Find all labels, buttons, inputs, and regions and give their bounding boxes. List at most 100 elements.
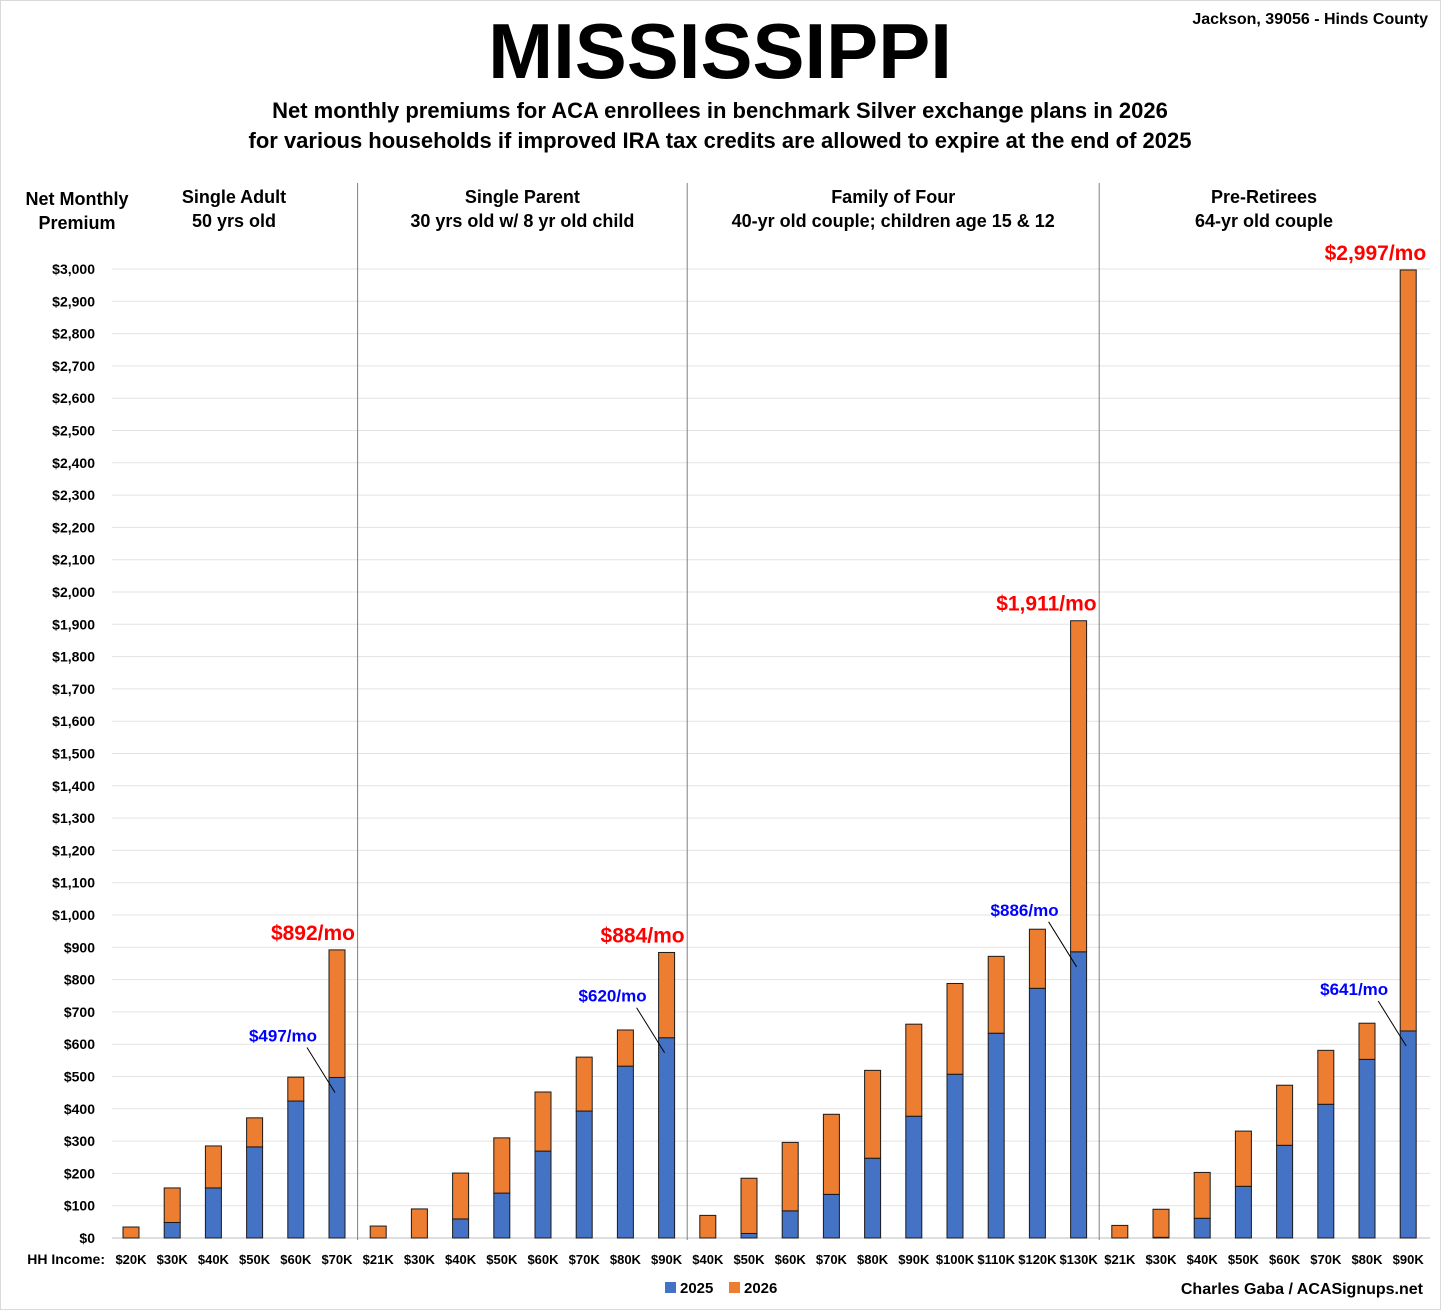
legend-label-2026: 2026 xyxy=(744,1280,777,1297)
legend-label-2025: 2025 xyxy=(680,1280,713,1297)
bar-2026 xyxy=(204,1145,222,1189)
legend: 2025 2026 xyxy=(665,1280,777,1297)
y-tick-label: $300 xyxy=(64,1133,95,1149)
y-tick-label: $1,100 xyxy=(52,875,95,891)
bar-2026 xyxy=(1317,1049,1335,1105)
x-tick-label: $70K xyxy=(1310,1252,1342,1267)
legend-swatch-2025 xyxy=(665,1282,676,1293)
annotation-2026-total: $2,997/mo xyxy=(1325,242,1427,265)
bar-2025 xyxy=(1193,1217,1211,1239)
y-axis-title-line-1: Net Monthly xyxy=(26,189,129,209)
annotation-leader-line xyxy=(636,1007,666,1054)
annotation-2025-total: $886/mo xyxy=(991,901,1059,920)
bar-2025 xyxy=(864,1157,882,1239)
chart-subtitle-line-2: for various households if improved IRA t… xyxy=(249,128,1192,153)
bar-2025 xyxy=(987,1032,1005,1239)
group-titles: Single Adult 50 yrs old Single Parent 30 yr… xyxy=(182,187,1333,231)
bar-2025 xyxy=(1358,1058,1376,1239)
bar-2025 xyxy=(287,1100,305,1239)
x-tick-label: $20K xyxy=(115,1252,147,1267)
x-tick-label: $30K xyxy=(157,1252,189,1267)
x-tick-label: $30K xyxy=(404,1252,436,1267)
bar-2026 xyxy=(122,1226,140,1239)
bar-2026 xyxy=(987,955,1005,1034)
x-tick-label: $30K xyxy=(1145,1252,1177,1267)
x-tick-label: $40K xyxy=(445,1252,477,1267)
group-title-line-2: 30 yrs old w/ 8 yr old child xyxy=(410,211,634,231)
annotation-leader-line xyxy=(1048,921,1078,968)
x-tick-label: $60K xyxy=(527,1252,559,1267)
y-tick-label: $700 xyxy=(64,1004,95,1020)
group-title-line-2: 50 yrs old xyxy=(192,211,276,231)
bar-2026 xyxy=(493,1137,511,1194)
bar-2025 xyxy=(781,1210,799,1239)
bar-2025 xyxy=(1399,1030,1417,1239)
y-tick-label: $3,000 xyxy=(52,261,95,277)
y-tick-label: $500 xyxy=(64,1069,95,1085)
bar-2026 xyxy=(864,1069,882,1159)
bar-2025 xyxy=(1317,1103,1335,1239)
y-axis-ticks: $0 $100 $200 $300 $400 $500 $600 $700 $800 $900 $1… xyxy=(52,261,95,1246)
bar-2026 xyxy=(1111,1224,1129,1239)
x-tick-label: $40K xyxy=(198,1252,230,1267)
annotation-2025-total: $641/mo xyxy=(1320,980,1388,999)
x-tick-label: $80K xyxy=(610,1252,642,1267)
bar-2025 xyxy=(1234,1185,1252,1239)
x-tick-label: $70K xyxy=(816,1252,848,1267)
bar-2026 xyxy=(699,1214,717,1239)
bar-2026 xyxy=(781,1141,799,1212)
bar-2026 xyxy=(1399,269,1417,1032)
y-tick-label: $2,400 xyxy=(52,455,95,471)
bar-2025 xyxy=(946,1073,964,1239)
x-tick-label: $60K xyxy=(1269,1252,1301,1267)
group-title-line-1: Family of Four xyxy=(831,187,955,207)
y-tick-label: $1,700 xyxy=(52,681,95,697)
x-tick-label: $80K xyxy=(857,1252,889,1267)
bar-2026 xyxy=(410,1208,428,1239)
bar-2025 xyxy=(452,1218,470,1239)
bar-2026 xyxy=(575,1056,593,1112)
x-tick-label: $100K xyxy=(936,1252,975,1267)
bar-2026 xyxy=(1193,1171,1211,1219)
source-credit: Charles Gaba / ACASignups.net xyxy=(1181,1281,1424,1298)
bar-2026 xyxy=(1234,1130,1252,1187)
bar-2026 xyxy=(452,1172,470,1220)
bar-2026 xyxy=(1070,620,1088,953)
x-tick-label: $21K xyxy=(1104,1252,1136,1267)
y-tick-label: $1,500 xyxy=(52,746,95,762)
y-tick-label: $2,300 xyxy=(52,487,95,503)
y-tick-label: $0 xyxy=(79,1230,95,1246)
y-tick-label: $2,700 xyxy=(52,358,95,374)
annotation-2025-total: $497/mo xyxy=(249,1026,317,1045)
legend-swatch-2026 xyxy=(729,1282,740,1293)
bar-2026 xyxy=(1152,1208,1170,1238)
annotation-2026-total: $892/mo xyxy=(271,922,355,945)
x-tick-label: $40K xyxy=(692,1252,724,1267)
bar-2025 xyxy=(163,1221,181,1239)
x-tick-label: $80K xyxy=(1351,1252,1383,1267)
bar-2026 xyxy=(246,1117,264,1148)
bar-2026 xyxy=(616,1029,634,1067)
annotation-2026-total: $1,911/mo xyxy=(996,593,1096,616)
bar-2026 xyxy=(328,949,346,1078)
y-tick-label: $200 xyxy=(64,1165,95,1181)
y-tick-label: $1,300 xyxy=(52,810,95,826)
bar-2026 xyxy=(369,1225,387,1239)
bar-2026 xyxy=(287,1076,305,1102)
bar-2026 xyxy=(905,1023,923,1117)
location-label: Jackson, 39056 - Hinds County xyxy=(1192,11,1428,28)
x-tick-label: $21K xyxy=(363,1252,395,1267)
x-tick-label: $50K xyxy=(239,1252,271,1267)
y-tick-label: $900 xyxy=(64,939,95,955)
bar-2025 xyxy=(246,1146,264,1239)
annotation-leader-line xyxy=(1377,1000,1407,1047)
chart-title: MISSISSIPPI xyxy=(488,7,952,95)
x-tick-label: $130K xyxy=(1059,1252,1098,1267)
bar-2026 xyxy=(1276,1084,1294,1146)
bar-2026 xyxy=(946,982,964,1075)
x-tick-label: $90K xyxy=(1393,1252,1425,1267)
y-tick-label: $1,600 xyxy=(52,713,95,729)
bar-2025 xyxy=(328,1076,346,1239)
